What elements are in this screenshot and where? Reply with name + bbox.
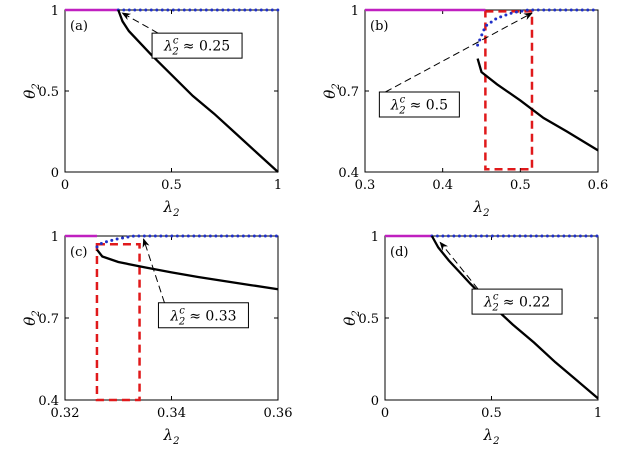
- y-tick-label: 1: [51, 230, 59, 245]
- series-stable-branch: [117, 9, 279, 173]
- y-axis-label: θ2: [341, 310, 362, 325]
- critical-value-annotation: λc 2 ≈ 0.25: [163, 36, 230, 58]
- panel-label: (a): [70, 19, 88, 34]
- x-tick-label: 0.5: [481, 406, 502, 421]
- series-stable-branch: [96, 248, 279, 291]
- annotation-arrow: [439, 241, 479, 290]
- x-tick-label: 0.6: [588, 178, 609, 193]
- y-tick-label: 0.7: [338, 85, 359, 100]
- y-tick-label: 0.5: [38, 85, 59, 100]
- panel-label: (c): [70, 245, 87, 260]
- x-tick-label: 0: [61, 178, 69, 193]
- x-axis-label: λ2: [473, 198, 490, 219]
- highlight-dashed-box: [484, 10, 534, 171]
- x-tick-label: 1: [594, 406, 602, 421]
- y-tick-label: 1: [371, 230, 379, 245]
- y-tick-label: 1: [351, 4, 359, 19]
- panel-a: 0 0.5 1 0 0.5 1 λ2 θ2 (a) λc 2 ≈ 0.25: [21, 4, 282, 219]
- y-tick-label: 0: [371, 394, 379, 409]
- y-tick-label: 0.5: [358, 312, 379, 327]
- x-tick-label: 0.4: [432, 178, 453, 193]
- x-axis-label: λ2: [163, 426, 180, 447]
- y-axis-label: θ2: [21, 310, 42, 325]
- annotation-arrow: [121, 12, 159, 34]
- x-tick-label: 0: [381, 406, 389, 421]
- annotation-arrow: [142, 238, 165, 303]
- panel-d: 0 0.5 1 0 0.5 1 λ2 θ2 (d) λc 2 ≈ 0.22: [341, 230, 602, 447]
- x-tick-label: 0.32: [51, 406, 80, 421]
- critical-value-annotation: λc 2 ≈ 0.5: [390, 95, 448, 117]
- highlight-dashed-box: [95, 242, 141, 402]
- series-stable-branch: [476, 58, 599, 152]
- x-axis-label: λ2: [483, 426, 500, 447]
- x-tick-label: 1: [274, 178, 282, 193]
- panel-label: (b): [370, 19, 388, 34]
- critical-value-annotation: λc 2 ≈ 0.33: [169, 305, 236, 327]
- panel-label: (d): [390, 245, 408, 260]
- annotation-arrow: [385, 12, 533, 93]
- x-tick-label: 0.5: [161, 178, 182, 193]
- x-tick-label: 0.3: [355, 178, 376, 193]
- x-tick-label: 0.36: [264, 406, 293, 421]
- y-axis-label: θ2: [321, 83, 342, 98]
- y-tick-label: 0.7: [38, 312, 59, 327]
- annotation-box: [157, 302, 249, 329]
- y-tick-label: 1: [51, 4, 59, 19]
- y-axis-label: θ2: [21, 83, 42, 98]
- x-tick-label: 0.5: [510, 178, 531, 193]
- annotation-box: [151, 32, 243, 59]
- series-unstable-dotted: [95, 234, 280, 249]
- y-tick-label: 0: [51, 166, 59, 181]
- series-unstable-dotted: [476, 8, 600, 47]
- y-tick-label: 0.4: [38, 394, 59, 409]
- axes-frame: [384, 235, 599, 401]
- critical-value-annotation: λc 2 ≈ 0.22: [483, 292, 550, 314]
- x-axis-label: λ2: [163, 198, 180, 219]
- annotation-box: [378, 91, 460, 118]
- panel-c: 0.32 0.34 0.36 0.4 0.7 1 λ2 θ2 (c) λc 2 ≈ 0.33: [21, 230, 292, 447]
- x-tick-label: 0.34: [157, 406, 186, 421]
- annotation-box: [471, 288, 563, 315]
- series-stable-branch: [430, 235, 599, 400]
- y-tick-label: 0.4: [338, 166, 359, 181]
